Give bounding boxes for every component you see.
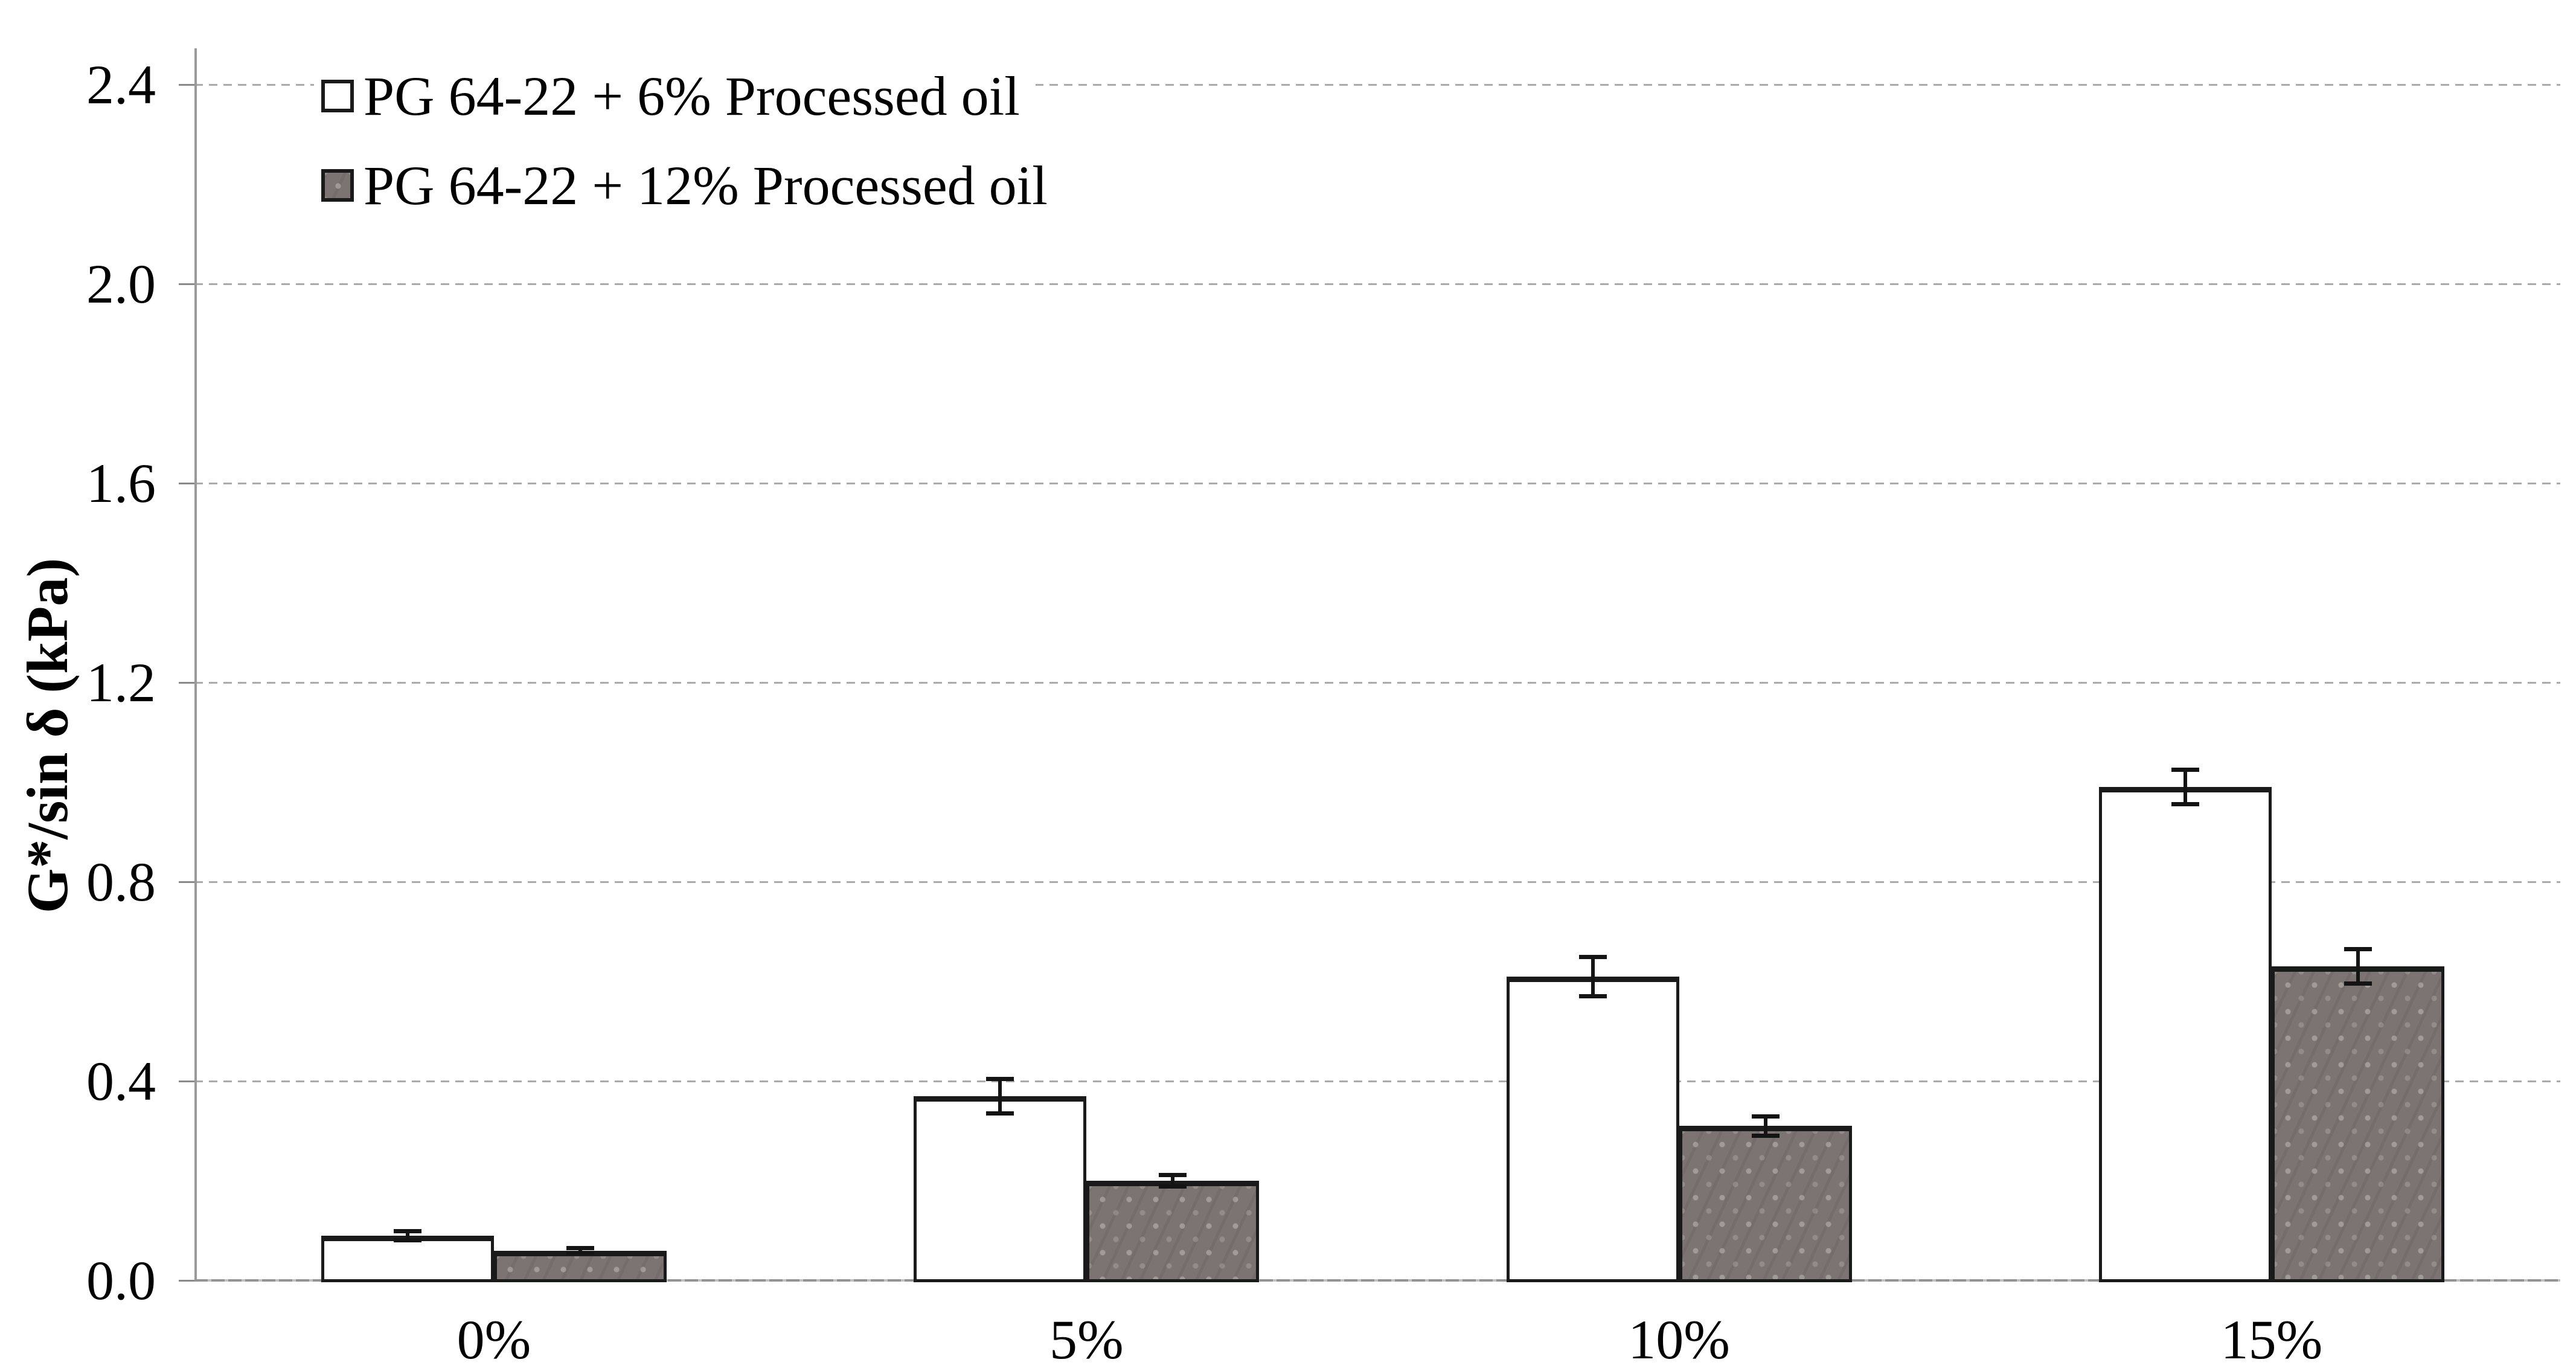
error-bar-cap	[394, 1238, 421, 1242]
error-bar-cap	[2171, 768, 2199, 772]
legend-swatch-white-icon	[321, 80, 354, 112]
y-axis-line	[194, 48, 197, 1280]
error-bar-cap	[566, 1250, 594, 1255]
error-bar	[2183, 769, 2187, 805]
y-tick-label: 2.0	[86, 253, 156, 315]
error-bar-cap	[1578, 954, 1607, 959]
error-bar-cap	[1578, 994, 1607, 998]
bar-12pct-oil-10pct	[1679, 1126, 1852, 1282]
gridline	[194, 84, 2560, 86]
error-bar-cap	[1751, 1133, 1780, 1138]
bar-12pct-oil-0pct	[494, 1250, 667, 1282]
legend-swatch-gray-icon	[321, 169, 354, 202]
error-bar	[1763, 1116, 1767, 1136]
y-axis-tick	[179, 1080, 194, 1082]
error-bar-cap	[394, 1228, 421, 1233]
y-tick-label: 0.8	[86, 851, 156, 913]
y-tick-label: 2.4	[86, 54, 156, 115]
error-bar-cap	[986, 1111, 1014, 1116]
x-tick-label: 5%	[1049, 1309, 1124, 1370]
error-bar	[1171, 1175, 1175, 1187]
gridline	[194, 682, 2560, 684]
error-bar-cap	[986, 1076, 1014, 1081]
y-axis-title: G*/sin δ (kPa)	[15, 557, 80, 914]
gridline	[194, 1080, 2560, 1082]
x-tick-label: 15%	[2220, 1309, 2323, 1370]
legend-item-12pct-oil: PG 64-22 + 12% Processed oil	[314, 144, 1063, 227]
gridline	[194, 283, 2560, 285]
bar-6pct-oil-10pct	[1506, 976, 1679, 1282]
error-bar	[406, 1230, 409, 1241]
y-tick-label: 1.6	[86, 452, 156, 514]
y-axis-tick	[179, 283, 194, 285]
error-bar-cap	[566, 1246, 594, 1251]
y-axis-tick	[179, 682, 194, 684]
error-bar-cap	[2344, 981, 2372, 986]
error-bar	[998, 1078, 1002, 1114]
bar-6pct-oil-15pct	[2098, 787, 2272, 1282]
error-bar	[2356, 949, 2360, 984]
error-bar-cap	[2171, 802, 2199, 807]
y-tick-label: 0.4	[86, 1050, 156, 1112]
y-tick-label: 1.2	[86, 652, 156, 713]
bar-12pct-oil-5pct	[1086, 1181, 1260, 1282]
error-bar	[578, 1248, 582, 1253]
gridline	[194, 881, 2560, 883]
legend-item-6pct-oil: PG 64-22 + 6% Processed oil	[314, 54, 1036, 138]
error-bar-cap	[1159, 1173, 1187, 1178]
y-axis-tick	[179, 483, 194, 484]
y-axis-tick	[179, 84, 194, 86]
legend-label: PG 64-22 + 12% Processed oil	[364, 155, 1048, 216]
legend-label: PG 64-22 + 6% Processed oil	[364, 65, 1020, 127]
error-bar-cap	[2344, 947, 2372, 952]
bar-6pct-oil-0pct	[321, 1235, 494, 1282]
error-bar	[1591, 956, 1595, 997]
y-tick-label: 0.0	[86, 1250, 156, 1311]
bar-12pct-oil-15pct	[2271, 966, 2444, 1282]
y-axis-tick	[179, 881, 194, 883]
error-bar-cap	[1159, 1184, 1187, 1189]
x-axis-line	[194, 1279, 2560, 1282]
bar-6pct-oil-5pct	[914, 1096, 1087, 1282]
x-tick-label: 0%	[457, 1309, 531, 1370]
y-axis-tick	[179, 1280, 194, 1282]
x-tick-label: 10%	[1628, 1309, 1730, 1370]
error-bar-cap	[1751, 1114, 1780, 1119]
gridline	[194, 483, 2560, 484]
